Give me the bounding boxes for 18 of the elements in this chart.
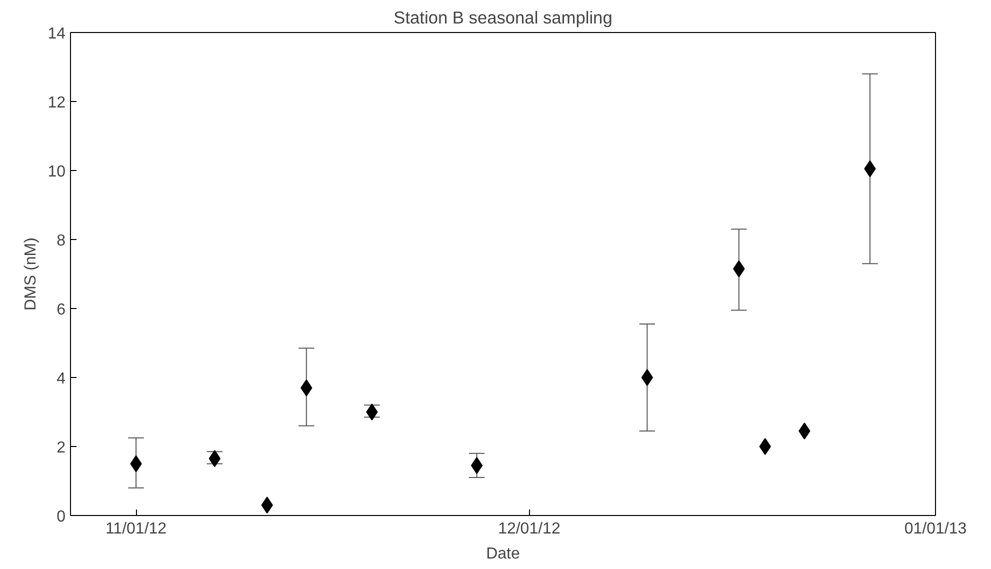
point xyxy=(641,369,653,386)
y-axis-title: DMS (nM) xyxy=(22,238,40,310)
x-axis-title: Date xyxy=(486,546,520,562)
y-tick-label: 12 xyxy=(48,94,66,112)
chart-title: Station B seasonal sampling xyxy=(394,8,612,28)
y-tick-label: 10 xyxy=(48,164,66,180)
y-tick-label: 14 xyxy=(48,26,66,42)
x-tick-label: 01/01/13 xyxy=(904,520,967,538)
x-tick-label: 11/01/12 xyxy=(105,520,167,538)
point xyxy=(470,456,483,474)
y-tick-label: 6 xyxy=(56,302,66,318)
point xyxy=(759,438,771,455)
y-tick-label: 2 xyxy=(56,440,66,456)
y-tick-label: 8 xyxy=(56,232,66,250)
point xyxy=(366,404,378,420)
x-tick-label: 12/01/12 xyxy=(498,520,560,538)
y-tick-label: 0 xyxy=(56,508,66,526)
y-tick-label: 4 xyxy=(56,370,66,388)
